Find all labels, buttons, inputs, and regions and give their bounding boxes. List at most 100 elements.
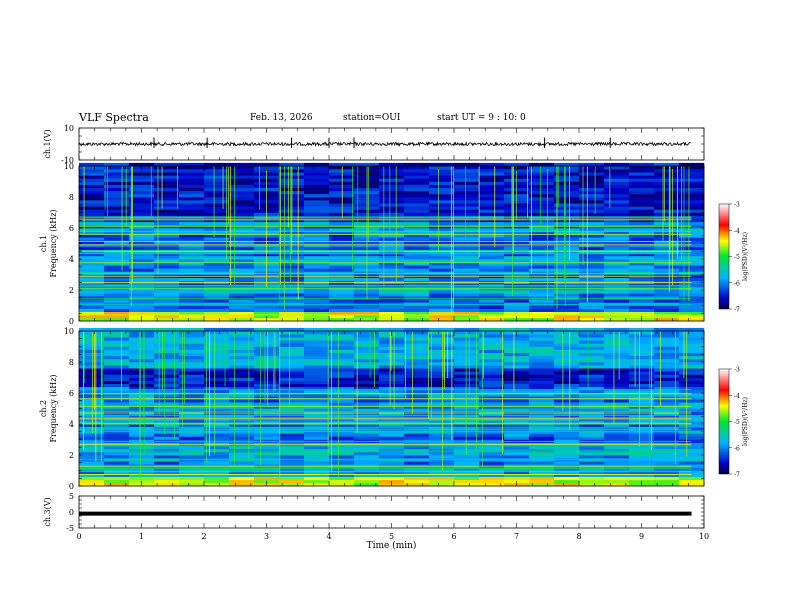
spectrogram-cell [279, 436, 305, 440]
spectrogram-cell [254, 302, 280, 306]
spectrogram-cell [679, 218, 705, 223]
spectrogram-cell [579, 408, 605, 412]
spectrogram-cell [379, 377, 405, 381]
spectrogram-cell [454, 277, 480, 281]
spectrogram-cell [554, 252, 580, 257]
spectrogram-cell [304, 337, 330, 341]
spectrogram-cell [179, 234, 205, 238]
spectrogram-cell [179, 482, 205, 487]
spectrogram-cell [354, 451, 380, 456]
spectrogram-cell [454, 417, 480, 422]
spectrogram-cell [529, 178, 555, 182]
spectrogram-cell [554, 436, 580, 440]
spectrogram-cell [679, 193, 705, 198]
spectrogram-cell [104, 215, 130, 219]
spectrogram-cell [529, 203, 555, 207]
spectrogram-cell [604, 293, 630, 297]
spectrogram-cell [604, 268, 630, 272]
spectrogram-cell [604, 362, 630, 366]
spectrogram-cell [479, 473, 505, 477]
spectrogram-cell [304, 252, 330, 257]
spectrogram-cell [204, 162, 230, 167]
spectrogram-cell [654, 396, 680, 400]
colorbar [718, 203, 730, 310]
spectrogram-cell [304, 209, 330, 213]
spectrogram-cell [629, 327, 655, 332]
spectrogram-cell [229, 396, 255, 400]
spectrogram-cell [679, 252, 705, 257]
spectrogram-cell [304, 436, 330, 440]
spectrogram-cell [154, 234, 180, 238]
spectrogram-cell [129, 293, 155, 297]
spectrogram-cell [354, 424, 380, 428]
spectrogram-cell [554, 467, 580, 471]
spectrogram-cell [154, 383, 180, 388]
spectrogram-cell [329, 476, 355, 481]
spectrogram-cell [229, 482, 255, 487]
spectrogram-cell [279, 470, 305, 474]
spectrogram-cell [154, 448, 180, 453]
spectrogram-cell [229, 262, 255, 266]
spectrogram-cell [379, 246, 405, 250]
spectrogram-cell [579, 265, 605, 269]
spectrogram-cell [79, 293, 105, 297]
spectrogram-cell [479, 231, 505, 235]
spectrogram-cell [429, 162, 455, 167]
spectrogram-cell [229, 305, 255, 309]
spectrogram-cell [104, 349, 130, 353]
spectrogram-cell [379, 420, 405, 425]
spectrogram-cell [329, 479, 355, 484]
spectrogram-cell [79, 380, 105, 384]
spectrogram-cell [504, 231, 530, 235]
spectrogram-cell [179, 308, 205, 312]
spectrogram-cell [429, 337, 455, 341]
spectrogram-cell [604, 433, 630, 437]
spectrogram-cell [304, 479, 330, 484]
spectrogram-cell [429, 365, 455, 369]
spectrogram-cell [579, 240, 605, 244]
spectrogram-cell [379, 349, 405, 353]
spectrogram-cell [404, 470, 430, 474]
spectrogram-cell [304, 197, 330, 201]
spectrogram-cell [479, 212, 505, 216]
spectrogram-cell [379, 451, 405, 456]
spectrogram-cell [329, 215, 355, 219]
spectrogram-cell [479, 166, 505, 170]
spectrogram-cell [454, 393, 480, 397]
spectrogram-cell [129, 305, 155, 309]
spectrogram-cell [529, 479, 555, 484]
spectrogram-cell [604, 234, 630, 238]
spectrogram-cell [254, 293, 280, 297]
spectrogram-cell [454, 231, 480, 235]
spectrogram-cell [454, 299, 480, 303]
spectrogram-cell [479, 175, 505, 179]
spectrogram-cell [554, 334, 580, 338]
spectrogram-cell [129, 470, 155, 474]
spectrogram-cell [229, 355, 255, 360]
spectrogram-cell [679, 479, 705, 484]
spectrogram-cell [304, 237, 330, 241]
spectrogram-cell [279, 314, 305, 319]
spectrogram-cell [354, 311, 380, 316]
spectrogram-cell [129, 405, 155, 409]
spectrogram-cell [679, 436, 705, 440]
spectrogram-cell [429, 476, 455, 481]
spectrogram-cell [679, 386, 705, 391]
spectrogram-cell [229, 197, 255, 201]
spectrogram-cell [629, 467, 655, 471]
spectrogram-cell [529, 162, 555, 167]
spectrogram-cell [604, 299, 630, 303]
spectrogram-cell [654, 206, 680, 210]
spectrogram-cell [154, 252, 180, 257]
spectrogram-cell [429, 389, 455, 394]
spectrogram-cell [679, 464, 705, 468]
spectrogram-cell [654, 184, 680, 188]
spectrogram-cell [579, 377, 605, 381]
spectrogram-cell [204, 405, 230, 409]
spectrogram-cell [479, 396, 505, 400]
spectrogram-cell [629, 240, 655, 244]
spectrogram-cell [529, 386, 555, 391]
spectrogram-cell [604, 430, 630, 434]
spectrogram-cell [304, 268, 330, 272]
spectrogram-cell [204, 473, 230, 477]
